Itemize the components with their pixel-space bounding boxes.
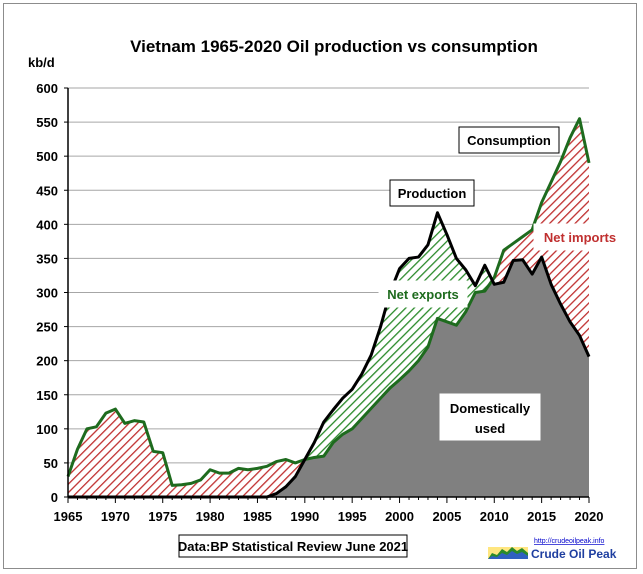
production-label: Production xyxy=(398,186,467,201)
logo-graph-area-2 xyxy=(488,551,528,559)
production-label-box xyxy=(389,179,475,207)
y-tick-label: 50 xyxy=(44,456,58,471)
net-exports-annotation: Net exports xyxy=(378,280,468,308)
logo-url[interactable]: http://crudeoilpeak.info xyxy=(534,538,605,545)
y-tick-label: 500 xyxy=(36,149,58,164)
net-exports-label: Net exports xyxy=(387,287,459,302)
x-tick-label: 1965 xyxy=(54,509,83,524)
y-tick-label: 350 xyxy=(36,251,58,266)
net-imports-area xyxy=(68,409,305,497)
consumption-line xyxy=(66,117,591,487)
x-tick-label: 1995 xyxy=(338,509,367,524)
domestic-annotation: Domestically used xyxy=(439,393,541,441)
logo-graph-icon xyxy=(488,547,528,559)
source-box xyxy=(178,534,408,558)
x-tick-label: 2005 xyxy=(432,509,461,524)
x-tick-label: 1980 xyxy=(196,509,225,524)
chart-title: Vietnam 1965-2020 Oil production vs cons… xyxy=(130,37,538,56)
y-tick-label: 250 xyxy=(36,320,58,335)
x-tick-label: 2010 xyxy=(480,509,509,524)
crude-oil-peak-logo: http://crudeoilpeak.info Crude Oil Peak xyxy=(488,538,617,561)
y-tick-label: 100 xyxy=(36,422,58,437)
x-tick-label: 2015 xyxy=(527,509,556,524)
x-tick-label: 2000 xyxy=(385,509,414,524)
y-tick-label: 150 xyxy=(36,388,58,403)
y-axis-unit: kb/d xyxy=(28,55,55,70)
x-tick-labels: 1965 1970 1975 1980 1985 1990 1995 2000 2005 2010… xyxy=(54,509,604,524)
x-tick-label: 1990 xyxy=(290,509,319,524)
axes xyxy=(64,87,590,503)
y-tick-labels: 0 50 100 150 200 250 300 350 400 450 500 550 600 xyxy=(36,81,58,505)
net-exports-label-box xyxy=(378,280,468,308)
y-tick-label: 300 xyxy=(36,286,58,301)
consumption-annotation: Consumption xyxy=(458,126,560,154)
x-tick-label: 1970 xyxy=(101,509,130,524)
domestic-label-box xyxy=(439,393,541,441)
domestic-label-line2: used xyxy=(475,421,505,436)
y-tick-label: 400 xyxy=(36,217,58,232)
x-tick-label: 1975 xyxy=(148,509,177,524)
y-tick-label: 0 xyxy=(51,490,58,505)
production-annotation: Production xyxy=(389,179,475,207)
consumption-label: Consumption xyxy=(467,133,551,148)
source-note: Data:BP Statistical Review June 2021 xyxy=(178,534,408,558)
source-text: Data:BP Statistical Review June 2021 xyxy=(178,539,408,554)
y-tick-label: 450 xyxy=(36,183,58,198)
y-tick-label: 600 xyxy=(36,81,58,96)
y-tick-label: 550 xyxy=(36,115,58,130)
net-imports-annotation: Net imports xyxy=(533,223,627,251)
logo-name: Crude Oil Peak xyxy=(531,547,617,561)
x-tick-label: 2020 xyxy=(575,509,604,524)
domestic-label-line1: Domestically xyxy=(450,401,531,416)
consumption-label-box xyxy=(458,126,560,154)
x-tick-label: 1985 xyxy=(243,509,272,524)
net-exports-area xyxy=(304,212,493,460)
net-imports-label-box xyxy=(533,223,627,251)
y-tick-label: 200 xyxy=(36,354,58,369)
net-imports-label: Net imports xyxy=(544,230,616,245)
